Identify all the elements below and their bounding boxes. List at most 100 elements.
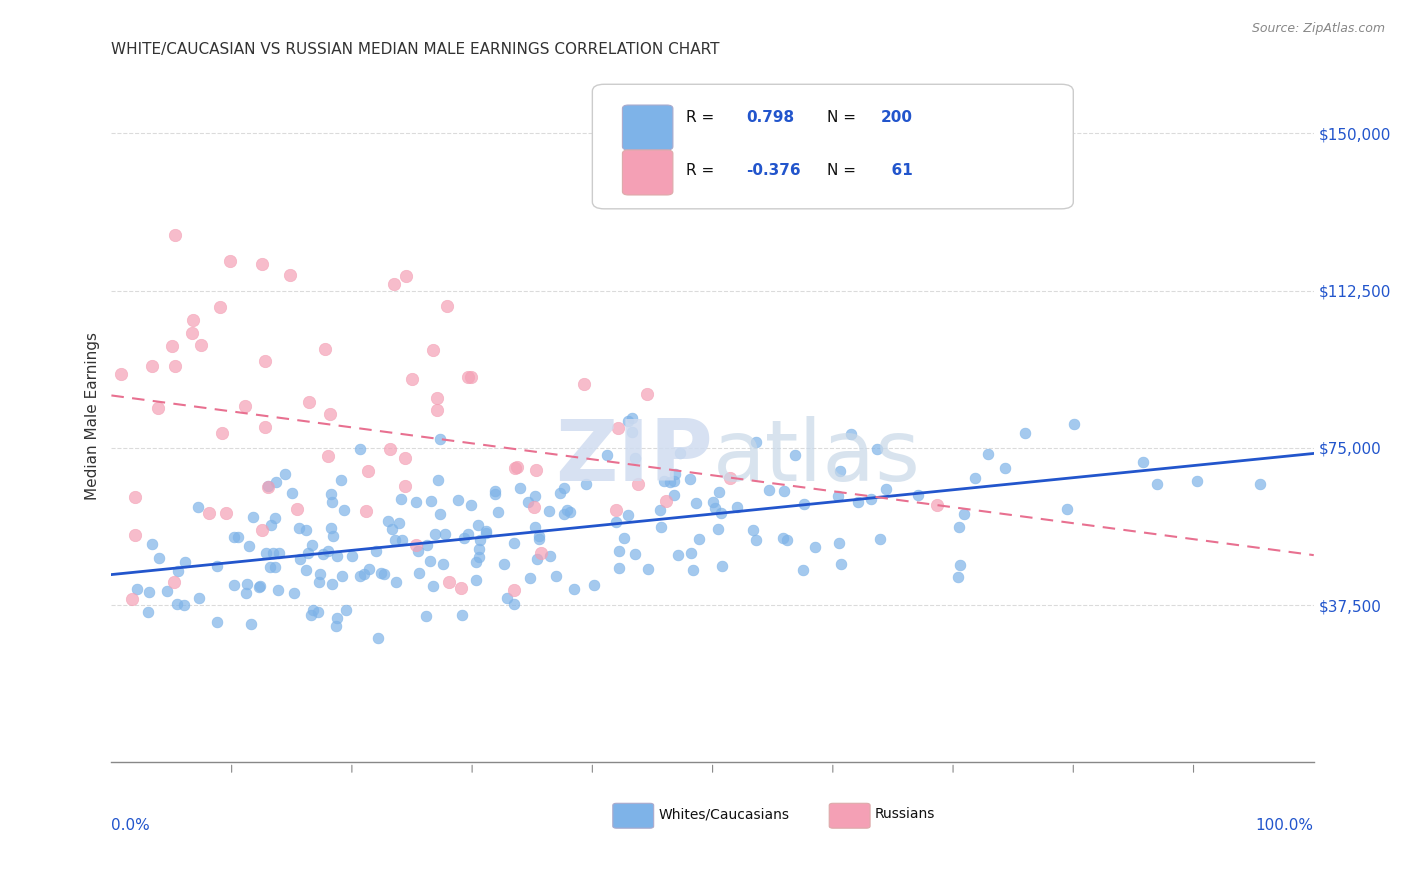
Point [309, 566, 332, 581]
Point [948, 570, 970, 584]
Point [429, 507, 451, 521]
Point [316, 543, 339, 558]
Point [167, 564, 190, 578]
Point [637, 562, 659, 576]
Text: R =: R = [686, 110, 720, 125]
Point [226, 530, 249, 544]
Point [426, 402, 449, 417]
Point [605, 503, 627, 517]
Point [188, 591, 211, 605]
Point [222, 530, 245, 544]
Point [156, 583, 179, 598]
Point [247, 580, 270, 594]
Point [342, 549, 364, 563]
FancyBboxPatch shape [613, 804, 654, 828]
Point [636, 387, 658, 401]
Text: R =: R = [686, 163, 720, 178]
Point [467, 518, 489, 533]
Point [718, 471, 741, 485]
Text: WHITE/CAUCASIAN VS RUSSIAN MEDIAN MALE EARNINGS CORRELATION CHART: WHITE/CAUCASIAN VS RUSSIAN MEDIAN MALE E… [111, 42, 720, 57]
Point [606, 421, 628, 435]
Point [503, 583, 526, 598]
Text: 100.0%: 100.0% [1256, 818, 1313, 833]
Point [785, 448, 807, 462]
Point [181, 312, 204, 326]
Point [326, 549, 349, 564]
Point [679, 546, 702, 560]
Point [391, 533, 413, 548]
Point [494, 557, 516, 571]
Point [432, 558, 454, 572]
Point [394, 479, 416, 493]
Point [127, 582, 149, 596]
Point [110, 367, 132, 381]
Point [160, 339, 183, 353]
Point [253, 419, 276, 434]
Point [827, 489, 849, 503]
Point [613, 531, 636, 545]
Text: 61: 61 [882, 163, 912, 178]
Point [486, 505, 509, 519]
Point [335, 603, 357, 617]
Text: 200: 200 [882, 110, 912, 125]
Point [384, 533, 406, 548]
Point [318, 449, 340, 463]
Point [238, 539, 260, 553]
Point [484, 484, 506, 499]
Point [138, 585, 160, 599]
Point [405, 538, 427, 552]
Point [359, 562, 381, 576]
Text: Russians: Russians [875, 807, 935, 822]
Point [711, 558, 734, 573]
Point [502, 598, 524, 612]
Point [607, 561, 630, 575]
FancyBboxPatch shape [592, 84, 1073, 209]
FancyBboxPatch shape [830, 804, 870, 828]
Point [707, 522, 730, 536]
Point [572, 377, 595, 392]
Point [953, 508, 976, 522]
Point [250, 257, 273, 271]
Point [198, 506, 221, 520]
Point [436, 299, 458, 313]
Point [173, 598, 195, 612]
Point [307, 606, 329, 620]
Point [503, 535, 526, 549]
Point [839, 426, 862, 441]
Point [250, 523, 273, 537]
Point [977, 447, 1000, 461]
Point [187, 500, 209, 514]
Point [256, 479, 278, 493]
Point [503, 460, 526, 475]
Point [405, 495, 427, 509]
Point [205, 559, 228, 574]
Point [235, 585, 257, 599]
Point [314, 343, 336, 357]
Point [468, 541, 491, 556]
Point [617, 414, 640, 428]
Point [519, 571, 541, 585]
Point [190, 338, 212, 352]
Point [366, 544, 388, 558]
Point [682, 563, 704, 577]
Point [319, 521, 342, 535]
Point [437, 574, 460, 589]
Point [758, 483, 780, 497]
Point [1132, 455, 1154, 469]
Point [562, 582, 585, 597]
Y-axis label: Median Male Earnings: Median Male Earnings [86, 333, 100, 500]
Point [249, 579, 271, 593]
Point [544, 569, 567, 583]
Point [301, 608, 323, 623]
Point [163, 228, 186, 243]
Point [468, 549, 491, 564]
Point [1063, 417, 1085, 431]
Point [259, 560, 281, 574]
Point [453, 531, 475, 545]
Point [679, 472, 702, 486]
Point [354, 504, 377, 518]
Point [869, 532, 891, 546]
Point [474, 524, 496, 539]
Point [648, 503, 671, 517]
Point [311, 547, 333, 561]
